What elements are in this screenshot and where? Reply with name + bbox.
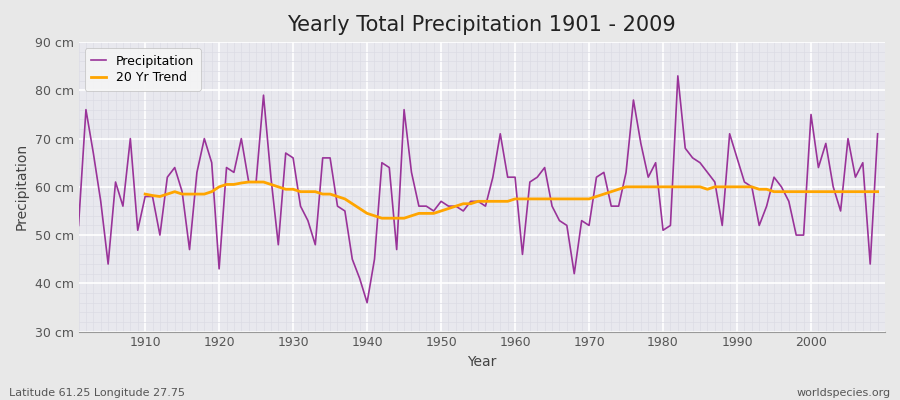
20 Yr Trend xyxy=(376,216,387,221)
20 Yr Trend xyxy=(532,196,543,201)
Precipitation xyxy=(872,131,883,136)
X-axis label: Year: Year xyxy=(467,355,497,369)
20 Yr Trend xyxy=(318,192,328,196)
20 Yr Trend xyxy=(140,192,150,196)
Precipitation xyxy=(672,74,683,78)
Title: Yearly Total Precipitation 1901 - 2009: Yearly Total Precipitation 1901 - 2009 xyxy=(287,15,676,35)
Precipitation xyxy=(339,208,350,213)
Text: worldspecies.org: worldspecies.org xyxy=(796,388,891,398)
Text: Latitude 61.25 Longitude 27.75: Latitude 61.25 Longitude 27.75 xyxy=(9,388,185,398)
Precipitation xyxy=(73,223,84,228)
20 Yr Trend xyxy=(288,187,299,192)
Y-axis label: Precipitation: Precipitation xyxy=(15,143,29,230)
20 Yr Trend xyxy=(591,194,602,199)
Line: 20 Yr Trend: 20 Yr Trend xyxy=(145,182,877,218)
20 Yr Trend xyxy=(872,189,883,194)
20 Yr Trend xyxy=(828,189,839,194)
Precipitation xyxy=(606,204,616,208)
Precipitation xyxy=(362,300,373,305)
Precipitation xyxy=(295,204,306,208)
Precipitation xyxy=(509,175,520,180)
Legend: Precipitation, 20 Yr Trend: Precipitation, 20 Yr Trend xyxy=(85,48,201,91)
Precipitation xyxy=(518,252,528,257)
20 Yr Trend xyxy=(850,189,860,194)
Line: Precipitation: Precipitation xyxy=(78,76,878,303)
20 Yr Trend xyxy=(243,180,254,184)
Precipitation xyxy=(132,228,143,233)
